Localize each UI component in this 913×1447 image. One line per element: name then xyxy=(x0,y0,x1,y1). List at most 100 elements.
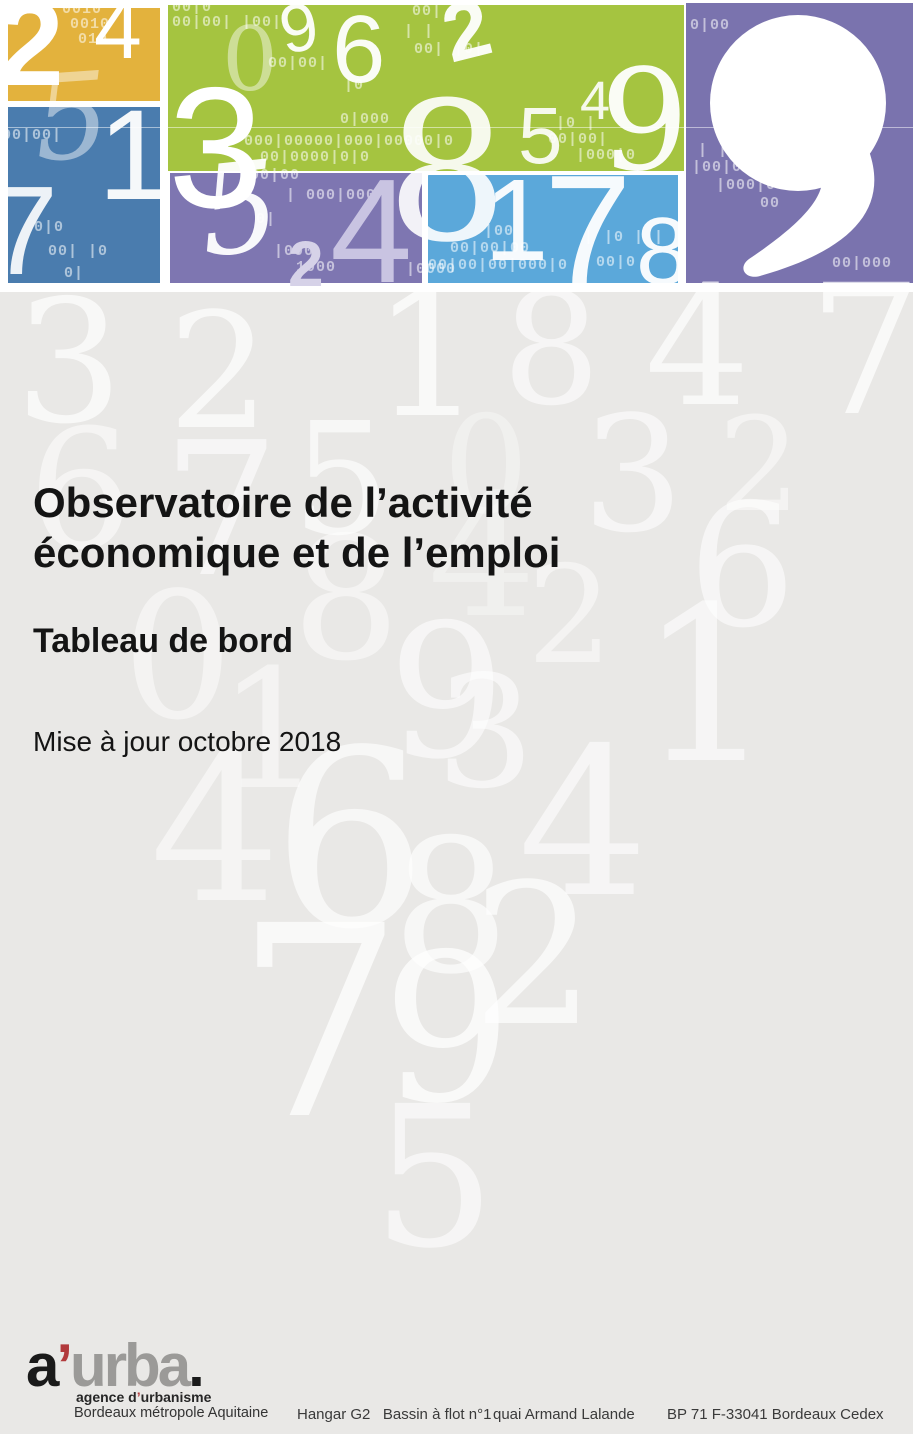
binary-string: 00|00| |00| xyxy=(172,14,283,31)
banner-digit-2: 2 xyxy=(288,228,324,300)
background-digit-2: 2 xyxy=(718,389,801,541)
banner-digit-3: 3 xyxy=(168,52,264,244)
background-digit-0: 0 xyxy=(443,387,529,544)
background-digit-3: 3 xyxy=(436,642,535,823)
background-digit-2: 2 xyxy=(168,278,270,465)
title-line-1: Observatoire de l’activité xyxy=(33,479,533,526)
background-digit-4: 4 xyxy=(428,458,537,656)
banner-digit-2: 2 xyxy=(0,0,64,111)
binary-string: 00|00| xyxy=(548,131,609,148)
bottom-white-strip xyxy=(0,1434,913,1447)
aurba-logo: a’urba. xyxy=(26,1336,205,1396)
background-digit-8: 8 xyxy=(392,799,510,1015)
background-digit-2: 2 xyxy=(527,537,613,694)
banner-digit-7: 7 xyxy=(544,143,632,319)
binary-string: 0| xyxy=(64,265,85,282)
binary-string: 0010 xyxy=(62,1,103,18)
green-block xyxy=(168,5,684,171)
binary-string: 0|000 xyxy=(340,111,391,128)
banner-digit-1: 1 xyxy=(484,155,549,285)
contact-column-address: Hangar G2 Bassin à flot n°1 Tél. : 33 (0… xyxy=(297,1366,491,1447)
update-date: Mise à jour octobre 2018 xyxy=(33,726,342,757)
binary-string: 00|00 xyxy=(250,167,301,184)
banner-digit-8: 8 xyxy=(386,62,509,285)
tagline-post: urbanisme xyxy=(140,1389,212,1405)
background-digit-3: 3 xyxy=(15,264,124,462)
page-title: Observatoire de l’activité économique et… xyxy=(33,478,560,578)
background-digit-4: 4 xyxy=(150,711,281,949)
contact-column-quai: quai Armand Lalande Fax : 33 (0)5 56 99 … xyxy=(493,1366,661,1447)
binary-string: | |0 | | xyxy=(584,229,665,246)
banner-hairline xyxy=(0,127,913,128)
banner-digit-9: 9 xyxy=(600,40,690,203)
binary-string: 0010 xyxy=(70,16,111,33)
binary-string: |000|0 xyxy=(576,147,637,164)
contact-column-bp: BP 71 F-33041 Bordeaux Cedex e-mail cont… xyxy=(667,1366,884,1447)
background-digit-4: 4 xyxy=(645,251,750,443)
binary-string: 00|00|00 xyxy=(450,240,531,257)
banner-digit-4: 4 xyxy=(330,149,413,314)
background-digit-6: 6 xyxy=(272,698,428,983)
binary-string: 00 xyxy=(760,195,781,212)
binary-string: 00|00| xyxy=(2,127,63,144)
background-digit-4: 4 xyxy=(518,705,649,943)
binary-string: 00|0000|0|0 xyxy=(260,149,371,166)
binary-string: |0000 xyxy=(406,261,457,278)
background-digit-7: 7 xyxy=(808,247,913,456)
aurba-comma-icon xyxy=(710,15,886,277)
banner-digit-8: 8 xyxy=(636,198,690,305)
background-digit-9: 9 xyxy=(382,911,513,1149)
background-digit-7: 7 xyxy=(235,870,404,1178)
binary-string: |000 xyxy=(274,243,315,260)
logo-subline: Bordeaux métropole Aquitaine xyxy=(74,1405,269,1421)
title-line-2: économique et de l’emploi xyxy=(33,529,561,576)
binary-string: 000|00000|000|00000|0 xyxy=(244,133,455,150)
background-digit-1: 1 xyxy=(372,254,484,457)
binary-string: 0|00 xyxy=(690,17,731,34)
binary-string: 00| |0| xyxy=(414,41,485,58)
logo-tagline: agence d’urbanisme xyxy=(76,1389,211,1405)
logo-dot: . xyxy=(188,1332,205,1399)
banner-digit-0: 0 xyxy=(222,8,278,111)
blue-block xyxy=(8,107,160,283)
contact-quai-line: quai Armand Lalande xyxy=(493,1406,635,1423)
binary-string: 00|00| xyxy=(268,55,329,72)
background-digit-9: 9 xyxy=(388,584,506,800)
binary-string: 1000 xyxy=(296,259,337,276)
background-digit-2: 2 xyxy=(472,842,597,1069)
binary-string: 00|00|00|000|0 xyxy=(428,257,569,274)
banner-digit-6: 6 xyxy=(332,0,386,103)
background-digit-5: 5 xyxy=(372,1064,497,1291)
binary-string: | 000|000 xyxy=(286,187,377,204)
purple-left-block xyxy=(170,173,422,283)
banner-digit-4: 4 xyxy=(94,0,142,77)
background-digit-7: 7 xyxy=(162,402,280,618)
binary-string: 00|0 xyxy=(172,0,213,16)
binary-string: |0 xyxy=(344,77,365,94)
banner-digit-1: 1 xyxy=(98,84,170,227)
page-subtitle: Tableau de bord xyxy=(33,622,294,660)
binary-string: |00 xyxy=(484,223,515,240)
background-digit-8: 8 xyxy=(292,501,401,699)
binary-string: |0 | xyxy=(556,115,597,132)
light-blue-block xyxy=(428,175,678,283)
background-digit-5: 5 xyxy=(292,389,391,570)
background-digit-6: 6 xyxy=(688,468,797,666)
binary-string: 00|000 xyxy=(832,255,893,272)
background-digit-1: 1 xyxy=(638,560,775,811)
background-digit-3: 3 xyxy=(582,381,684,568)
contact-address-line: Hangar G2 Bassin à flot n°1 xyxy=(297,1406,492,1423)
orange-block xyxy=(8,8,160,101)
background-digit-6: 6 xyxy=(28,394,133,586)
binary-string: 0|0 xyxy=(34,219,65,236)
logo-apostrophe-icon: ’ xyxy=(56,1332,73,1399)
footer: a’urba. agence d’urbanisme Bordeaux métr… xyxy=(0,1330,913,1434)
tagline-apostrophe-icon: ’ xyxy=(136,1389,141,1405)
logo-a: a xyxy=(26,1332,59,1399)
binary-string: | | xyxy=(698,142,729,159)
binary-string: 00| xyxy=(412,3,443,20)
background-digit-8: 8 xyxy=(502,259,601,440)
binary-string: 0| xyxy=(256,211,277,228)
